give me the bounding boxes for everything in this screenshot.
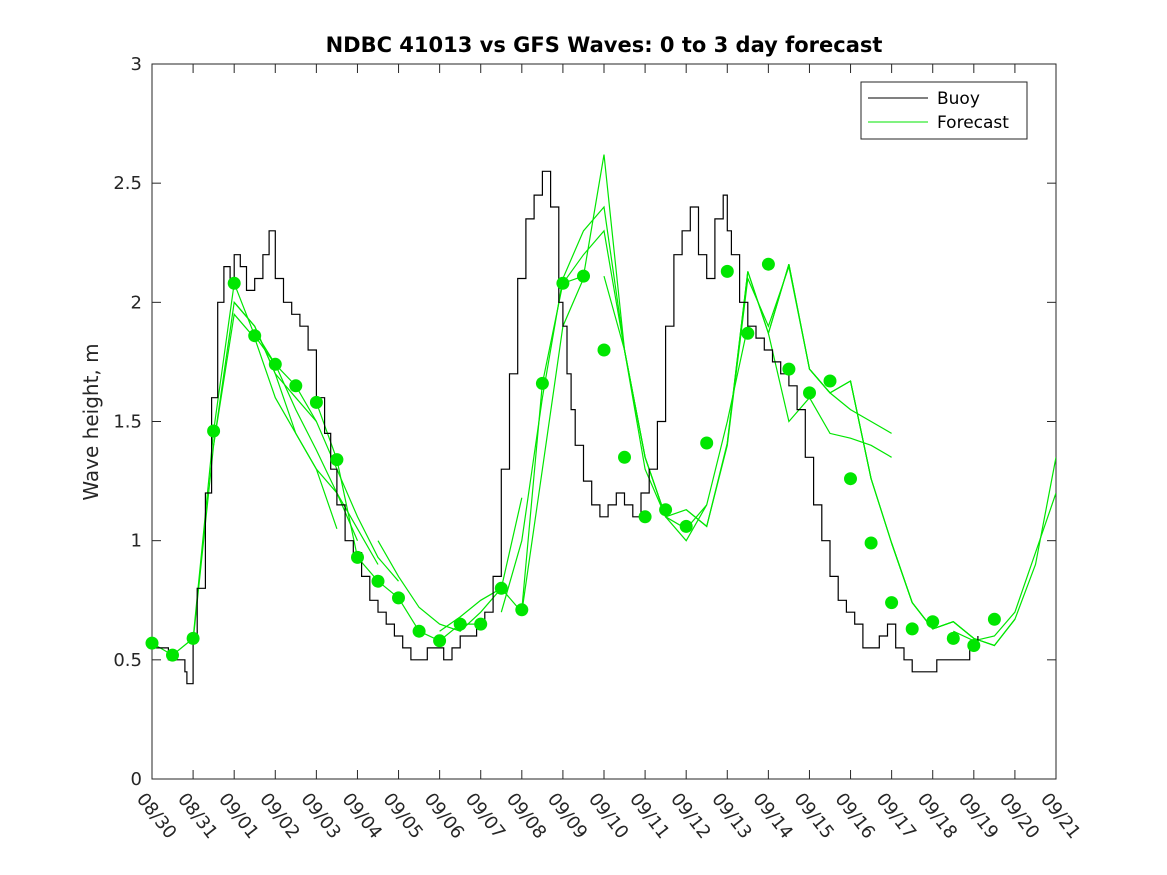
legend-label-forecast: Forecast xyxy=(937,113,1009,133)
forecast-point xyxy=(741,326,755,340)
forecast-point xyxy=(330,453,344,467)
y-tick-label: 2.5 xyxy=(113,173,142,194)
forecast-point xyxy=(926,615,940,629)
forecast-point xyxy=(186,631,200,645)
legend-label-buoy: Buoy xyxy=(937,89,980,109)
y-tick-label: 0 xyxy=(131,769,142,790)
forecast-point xyxy=(864,536,878,550)
forecast-point xyxy=(494,581,508,595)
y-axis-label: Wave height, m xyxy=(79,343,103,500)
forecast-point xyxy=(823,374,837,388)
forecast-point xyxy=(166,648,179,662)
forecast-point xyxy=(268,357,282,371)
forecast-series-line xyxy=(953,492,1056,642)
forecast-point xyxy=(556,276,570,290)
forecast-point xyxy=(700,436,714,450)
forecast-point xyxy=(844,472,857,486)
forecast-point xyxy=(885,596,899,610)
forecast-series-line xyxy=(932,457,1056,647)
forecast-point xyxy=(289,379,303,393)
forecast-point xyxy=(227,276,241,290)
forecast-point xyxy=(597,343,611,357)
forecast-point xyxy=(967,639,981,652)
forecast-point xyxy=(679,519,693,533)
forecast-point xyxy=(474,617,488,631)
forecast-series-line xyxy=(788,264,892,434)
forecast-series-line xyxy=(603,275,749,542)
forecast-point xyxy=(453,617,467,631)
y-tick-label: 2 xyxy=(131,292,142,313)
forecast-point xyxy=(761,257,775,271)
legend: Buoy Forecast xyxy=(860,81,1028,140)
forecast-series-line xyxy=(500,205,646,613)
forecast-point xyxy=(309,395,323,409)
forecast-series-line xyxy=(767,333,892,458)
forecast-point xyxy=(720,264,734,278)
y-tick-label: 1.5 xyxy=(113,412,142,433)
forecast-series-line xyxy=(439,278,585,632)
forecast-point xyxy=(351,550,364,564)
forecast-point xyxy=(535,376,549,390)
forecast-point xyxy=(782,362,796,376)
y-tick-label: 0.5 xyxy=(113,650,142,671)
forecast-point xyxy=(371,574,385,588)
forecast-point xyxy=(412,624,426,638)
forecast-point xyxy=(803,386,816,400)
forecast-point xyxy=(946,631,960,645)
forecast-point xyxy=(905,622,919,636)
chart-title: NDBC 41013 vs GFS Waves: 0 to 3 day fore… xyxy=(326,33,883,57)
forecast-point xyxy=(145,636,159,650)
legend-box xyxy=(860,81,1028,140)
forecast-point xyxy=(618,450,631,464)
forecast-point xyxy=(577,269,590,283)
y-tick-label: 3 xyxy=(131,54,142,75)
forecast-point xyxy=(987,612,1001,626)
plot-area: 00.511.522.5308/3008/3109/0109/0209/0309… xyxy=(113,54,1084,843)
forecast-point xyxy=(248,329,262,343)
forecast-point xyxy=(659,503,673,517)
forecast-point xyxy=(515,603,529,617)
forecast-point xyxy=(392,591,405,605)
y-tick-label: 1 xyxy=(131,531,142,552)
forecast-point xyxy=(433,634,447,648)
forecast-point xyxy=(638,510,652,524)
buoy-series-line xyxy=(152,170,979,685)
forecast-point xyxy=(207,424,221,438)
